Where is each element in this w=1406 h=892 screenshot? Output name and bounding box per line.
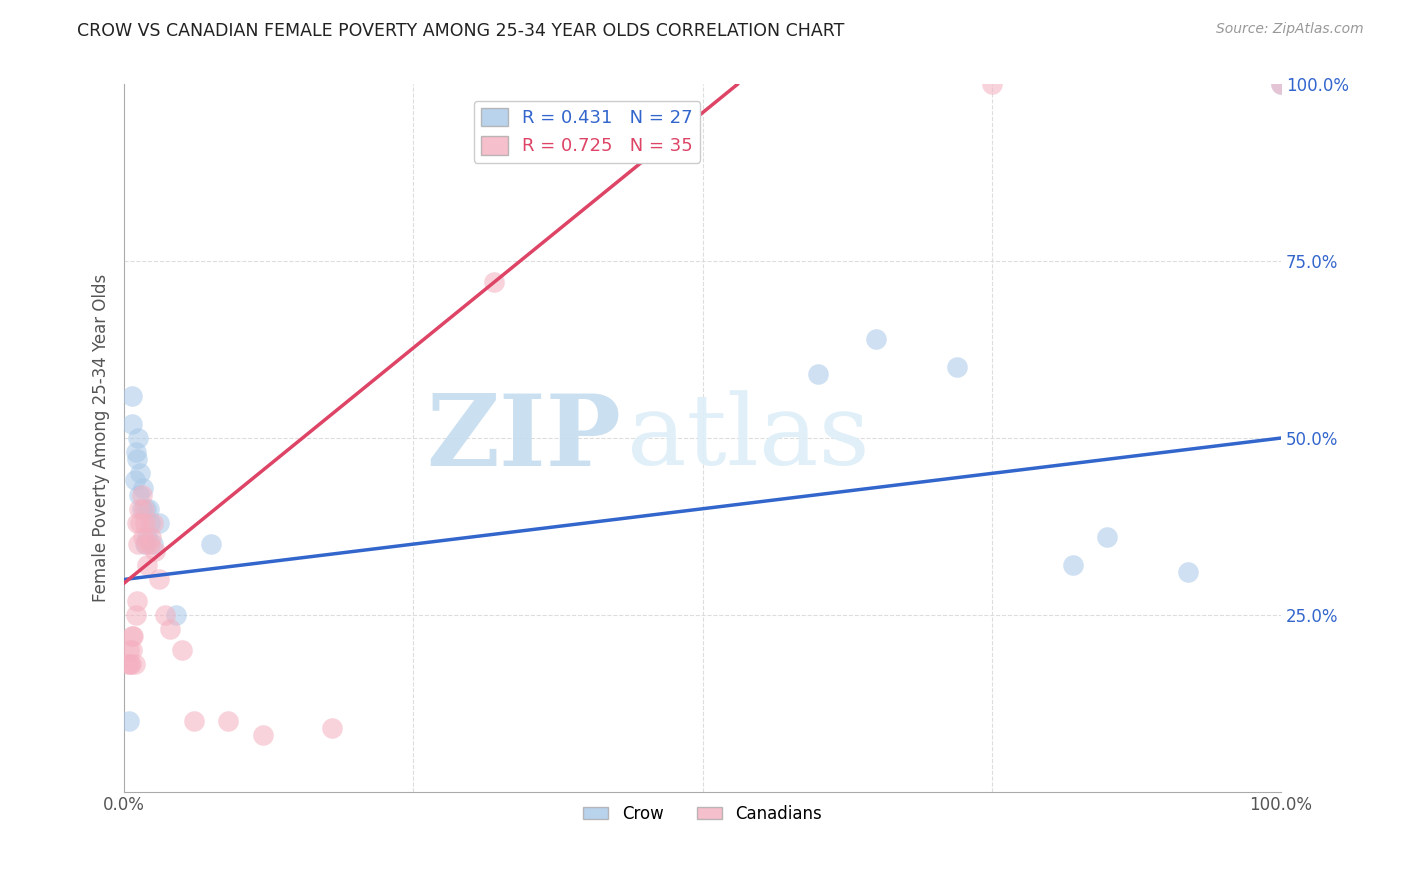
Point (138, 537, 160, 551)
Point (125, 593, 148, 607)
Point (127, 537, 149, 551)
Y-axis label: Female Poverty Among 25-34 Year Olds: Female Poverty Among 25-34 Year Olds (93, 274, 110, 602)
Point (1270, 78, 1292, 92)
Point (135, 537, 157, 551)
Point (139, 530, 162, 544)
Point (125, 516, 148, 530)
Point (321, 721, 343, 735)
Text: ZIP: ZIP (427, 390, 621, 486)
Point (865, 332, 887, 346)
Point (153, 607, 176, 622)
Point (138, 501, 160, 516)
Point (121, 643, 143, 657)
Point (125, 607, 148, 622)
Point (170, 643, 193, 657)
Point (122, 629, 145, 643)
Point (1270, 78, 1292, 92)
Point (131, 487, 153, 501)
Point (148, 516, 170, 530)
Point (980, 78, 1002, 92)
Point (136, 530, 159, 544)
Point (117, 657, 139, 672)
Point (142, 537, 165, 551)
Point (128, 501, 150, 516)
Point (134, 516, 156, 530)
Point (129, 467, 152, 481)
Point (124, 474, 146, 488)
Point (118, 657, 141, 672)
Point (132, 501, 155, 516)
Point (118, 714, 141, 728)
Point (1097, 530, 1119, 544)
Point (159, 622, 181, 636)
Point (121, 417, 143, 431)
Point (134, 537, 156, 551)
Point (1062, 558, 1084, 573)
Point (121, 629, 143, 643)
Point (128, 487, 150, 501)
Point (124, 657, 146, 672)
Point (132, 530, 155, 544)
Text: CROW VS CANADIAN FEMALE POVERTY AMONG 25-34 YEAR OLDS CORRELATION CHART: CROW VS CANADIAN FEMALE POVERTY AMONG 25… (77, 22, 845, 40)
Point (252, 728, 274, 742)
Text: atlas: atlas (627, 390, 870, 486)
Legend: Crow, Canadians: Crow, Canadians (576, 798, 828, 830)
Point (136, 558, 159, 573)
Point (148, 573, 170, 587)
Point (127, 431, 149, 445)
Point (135, 501, 157, 516)
Point (138, 516, 160, 530)
Point (131, 501, 153, 516)
Point (121, 389, 143, 403)
Point (183, 714, 205, 728)
Point (129, 516, 152, 530)
Point (120, 657, 142, 672)
Text: Source: ZipAtlas.com: Source: ZipAtlas.com (1216, 22, 1364, 37)
Point (1177, 566, 1199, 580)
Point (807, 368, 830, 382)
Point (200, 537, 222, 551)
Point (946, 360, 969, 375)
Point (165, 607, 187, 622)
Point (145, 544, 167, 558)
Point (125, 445, 148, 459)
Point (125, 452, 148, 467)
Point (132, 481, 155, 495)
Point (118, 643, 141, 657)
Point (142, 516, 165, 530)
Point (484, 276, 506, 290)
Point (217, 714, 239, 728)
